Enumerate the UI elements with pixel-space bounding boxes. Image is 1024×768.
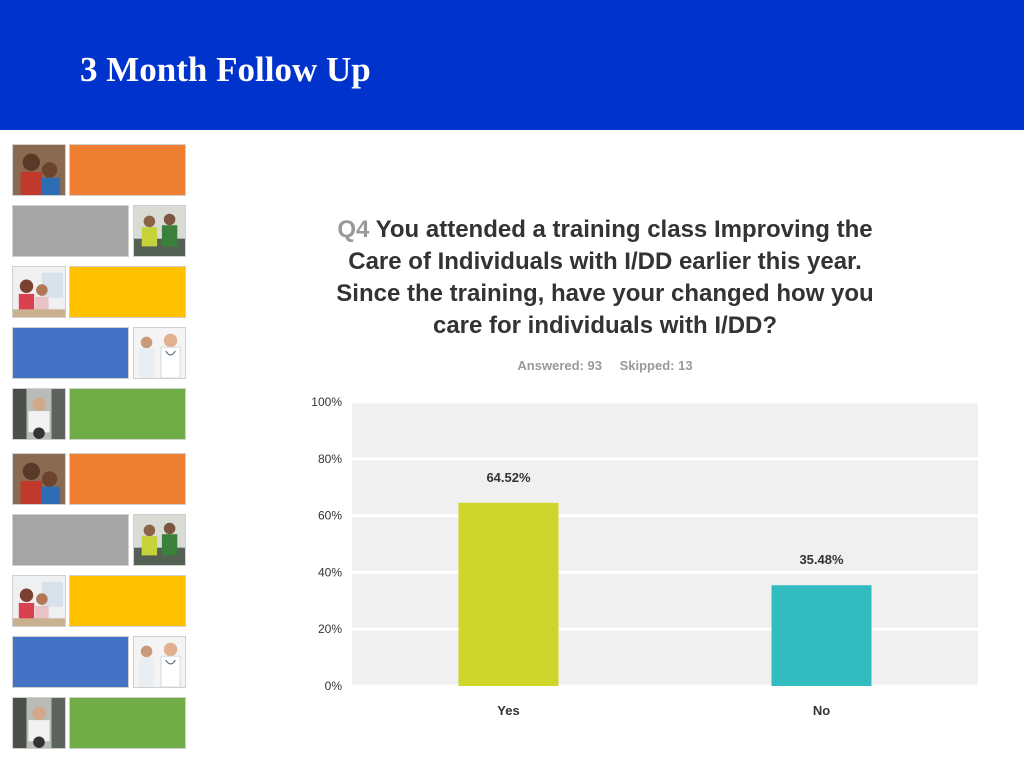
skipped-count: Skipped: 13 (619, 358, 693, 373)
photo-mosaic (0, 0, 200, 768)
y-tick-label: 80% (318, 452, 342, 466)
color-tile-gray (12, 514, 129, 566)
doctors-photo (133, 327, 186, 379)
question-number: Q4 (337, 216, 370, 243)
color-tile-blue (12, 636, 129, 688)
senior-man-photo (12, 388, 66, 440)
header-bar: 3 Month Follow Up (0, 0, 1024, 130)
doctors-photo (133, 636, 186, 688)
x-tick-label: No (813, 703, 830, 718)
x-tick-label: Yes (497, 703, 519, 718)
color-tile-yellow (69, 575, 186, 627)
question-text: You attended a training class Improving … (336, 216, 874, 339)
plot-area (352, 402, 978, 686)
color-tile-yellow (69, 266, 186, 318)
y-tick-label: 100% (311, 395, 342, 409)
data-label: 35.48% (799, 552, 844, 567)
y-tick-label: 60% (318, 509, 342, 523)
y-tick-label: 20% (318, 622, 342, 636)
workers-photo (133, 205, 186, 257)
y-tick-label: 0% (325, 679, 343, 693)
senior-man-photo (12, 697, 66, 749)
color-tile-green (69, 388, 186, 440)
color-tile-blue (12, 327, 129, 379)
answered-count: Answered: 93 (517, 358, 602, 373)
response-stats: Answered: 93 Skipped: 13 (320, 358, 890, 373)
woman-and-child-photo (12, 453, 66, 505)
woman-and-child-photo (12, 144, 66, 196)
survey-question: Q4 You attended a training class Improvi… (320, 214, 890, 342)
color-tile-orange (69, 144, 186, 196)
bar (771, 585, 872, 686)
children-photo (12, 575, 66, 627)
bar (458, 502, 559, 686)
color-tile-green (69, 697, 186, 749)
slide-title: 3 Month Follow Up (80, 50, 371, 89)
y-tick-label: 40% (318, 565, 342, 579)
data-label: 64.52% (486, 470, 531, 485)
color-tile-orange (69, 453, 186, 505)
workers-photo (133, 514, 186, 566)
color-tile-gray (12, 205, 129, 257)
children-photo (12, 266, 66, 318)
